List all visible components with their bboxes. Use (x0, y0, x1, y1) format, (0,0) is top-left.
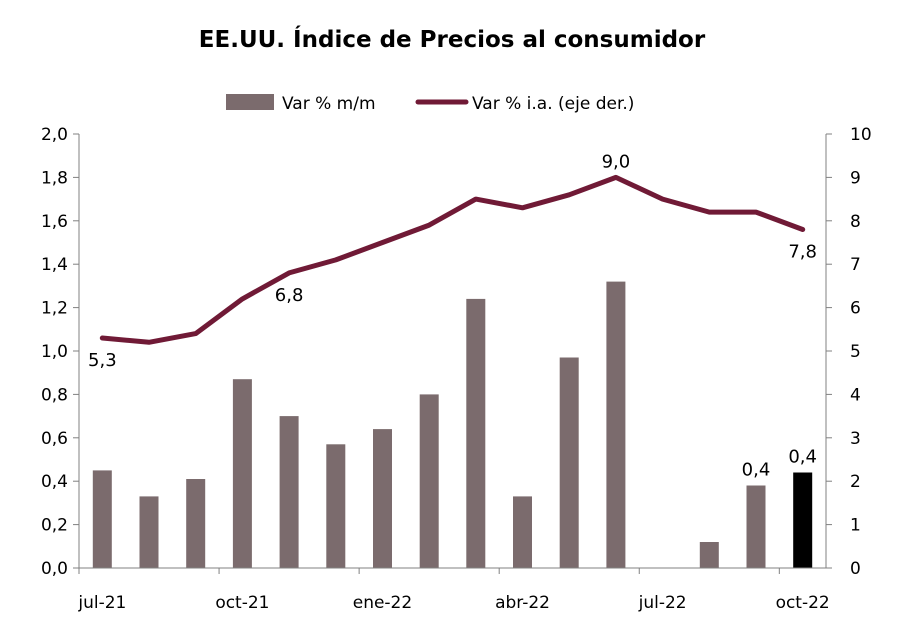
y-tick-label: 1,4 (41, 255, 68, 275)
x-ticks: jul-21 oct-21 ene-22 abr-22 jul-22 oct-22 (77, 568, 830, 613)
y-tick-label-right: 10 (850, 125, 872, 145)
y-tick-label: 1,8 (41, 168, 68, 188)
bar (606, 281, 626, 568)
data-labels: 5,3 6,8 9,0 7,8 0,4 0,4 (88, 151, 817, 480)
x-tick-label: oct-21 (215, 593, 269, 613)
legend-label-line: Var % i.a. (eje der.) (472, 94, 634, 114)
legend-swatch-bar (226, 94, 274, 110)
y-tick-label: 1,0 (41, 342, 68, 362)
series-line (99, 174, 806, 345)
y-ticks-left: 0,0 0,2 0,4 0,6 0,8 1,0 1,2 1,4 1,6 1,8 2,0 (41, 125, 79, 579)
bar (186, 479, 206, 568)
bar (232, 379, 252, 568)
bar (559, 357, 579, 568)
chart-title: EE.UU. Índice de Precios al consumidor (199, 25, 706, 53)
data-label: 7,8 (788, 242, 817, 263)
x-tick-label: jul-21 (77, 593, 126, 613)
y-tick-label-right: 4 (850, 385, 861, 405)
bar (326, 444, 346, 568)
y-tick-label: 1,2 (41, 299, 68, 319)
legend-label-bar: Var % m/m (282, 94, 376, 114)
legend: Var % m/m Var % i.a. (eje der.) (226, 94, 634, 114)
line-series (99, 174, 806, 345)
x-tick-label: oct-22 (776, 593, 830, 613)
y-tick-label-right: 8 (850, 212, 861, 232)
bar (793, 472, 813, 568)
bar (466, 298, 486, 568)
data-label: 9,0 (602, 151, 631, 172)
bar (699, 542, 719, 568)
y-tick-label: 0,6 (41, 429, 68, 449)
y-tick-label-right: 0 (850, 559, 861, 579)
y-tick-label: 0,4 (41, 472, 68, 492)
data-label: 0,4 (788, 447, 817, 468)
x-tick-label: abr-22 (495, 593, 550, 613)
bar (419, 394, 439, 568)
y-tick-label-right: 1 (850, 516, 861, 536)
y-tick-label: 1,6 (41, 212, 68, 232)
bar (373, 429, 392, 568)
y-ticks-right: 0 1 2 3 4 5 6 7 8 9 10 (826, 125, 872, 579)
y-tick-label: 2,0 (41, 125, 68, 145)
y-tick-label-right: 6 (850, 299, 861, 319)
y-tick-label-right: 7 (850, 255, 861, 275)
data-label: 6,8 (275, 285, 304, 306)
data-label: 5,3 (88, 350, 117, 371)
data-label: 0,4 (742, 460, 771, 481)
y-tick-label-right: 2 (850, 472, 861, 492)
bar (746, 485, 766, 568)
bar (139, 496, 159, 568)
y-tick-label-right: 5 (850, 342, 861, 362)
bar (92, 470, 112, 568)
bar-series (92, 281, 813, 568)
y-tick-label: 0,0 (41, 559, 68, 579)
bar (279, 416, 299, 568)
y-tick-label-right: 3 (850, 429, 861, 449)
y-tick-label-right: 9 (850, 168, 861, 188)
x-tick-label: jul-22 (638, 593, 687, 613)
x-tick-label: ene-22 (353, 593, 412, 613)
bar (513, 496, 532, 568)
y-tick-label: 0,8 (41, 385, 68, 405)
y-tick-label: 0,2 (41, 516, 68, 536)
